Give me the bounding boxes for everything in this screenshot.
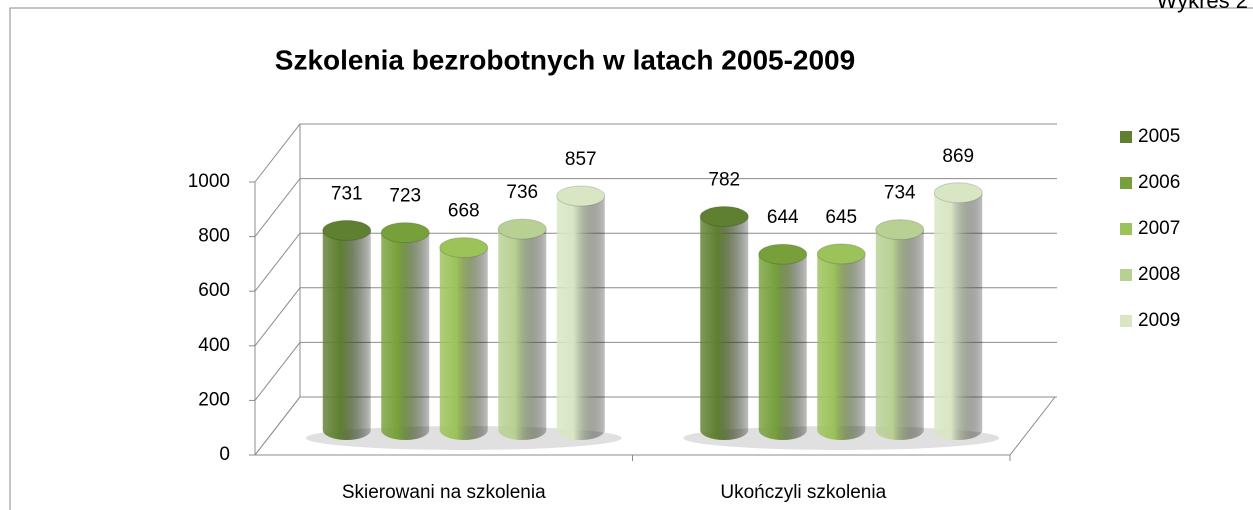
bar-top — [758, 243, 808, 265]
legend-label: 2009 — [1138, 310, 1180, 331]
bar — [381, 232, 430, 440]
bar-top — [816, 243, 866, 265]
data-label: 869 — [942, 146, 974, 167]
bar-top — [699, 206, 749, 228]
cylinder — [875, 219, 925, 440]
cylinder — [699, 206, 749, 440]
cylinder — [439, 237, 489, 440]
legend-swatch — [1120, 269, 1132, 281]
y-tick-label: 800 — [198, 226, 230, 247]
x-tick-label: Skierowani na szkolenia — [342, 482, 546, 503]
bar — [322, 230, 371, 440]
y-tick-label: 1000 — [188, 171, 230, 192]
cylinder — [380, 222, 430, 440]
bar — [817, 253, 866, 440]
legend-label: 2006 — [1138, 172, 1180, 193]
legend-swatch — [1120, 315, 1132, 327]
bar — [934, 192, 983, 440]
bar — [556, 196, 605, 440]
bar — [498, 229, 547, 440]
bar-top — [380, 222, 430, 244]
y-tick-label: 600 — [198, 280, 230, 301]
data-label: 736 — [506, 182, 538, 203]
bar-top — [439, 237, 489, 259]
bar-top — [322, 219, 372, 241]
legend-label: 2005 — [1138, 126, 1180, 147]
data-label: 857 — [565, 149, 597, 170]
cylinder — [758, 243, 808, 440]
y-tick-label: 400 — [198, 335, 230, 356]
data-label: 645 — [825, 207, 857, 228]
bar — [700, 216, 749, 440]
chart-title: Szkolenia bezrobotnych w latach 2005-200… — [275, 44, 855, 75]
bar — [758, 254, 807, 440]
data-label: 668 — [448, 201, 480, 222]
bar-top — [875, 219, 925, 241]
legend-label: 2007 — [1138, 218, 1180, 239]
legend-swatch — [1120, 223, 1132, 235]
data-label: 731 — [331, 183, 363, 204]
data-label: 723 — [389, 186, 421, 207]
legend-label: 2008 — [1138, 264, 1180, 285]
legend-swatch — [1120, 177, 1132, 189]
data-label: 782 — [708, 170, 740, 191]
annotation: Wykres 2 — [1157, 0, 1248, 13]
bar-top — [933, 182, 983, 204]
cylinder — [556, 185, 606, 440]
y-tick-label: 0 — [219, 444, 230, 465]
bar — [439, 247, 488, 440]
cylinder — [497, 218, 547, 440]
bar-top — [556, 185, 606, 207]
chart-border — [9, 7, 1253, 510]
cylinder — [322, 219, 372, 440]
data-label: 734 — [884, 183, 916, 204]
cylinder — [933, 182, 983, 440]
data-label: 644 — [767, 207, 799, 228]
bar-top — [497, 218, 547, 240]
legend-swatch — [1120, 131, 1132, 143]
bar — [875, 229, 924, 440]
x-tick-label: Ukończyli szkolenia — [720, 482, 886, 503]
y-tick-label: 200 — [198, 389, 230, 410]
cylinder — [816, 243, 866, 440]
